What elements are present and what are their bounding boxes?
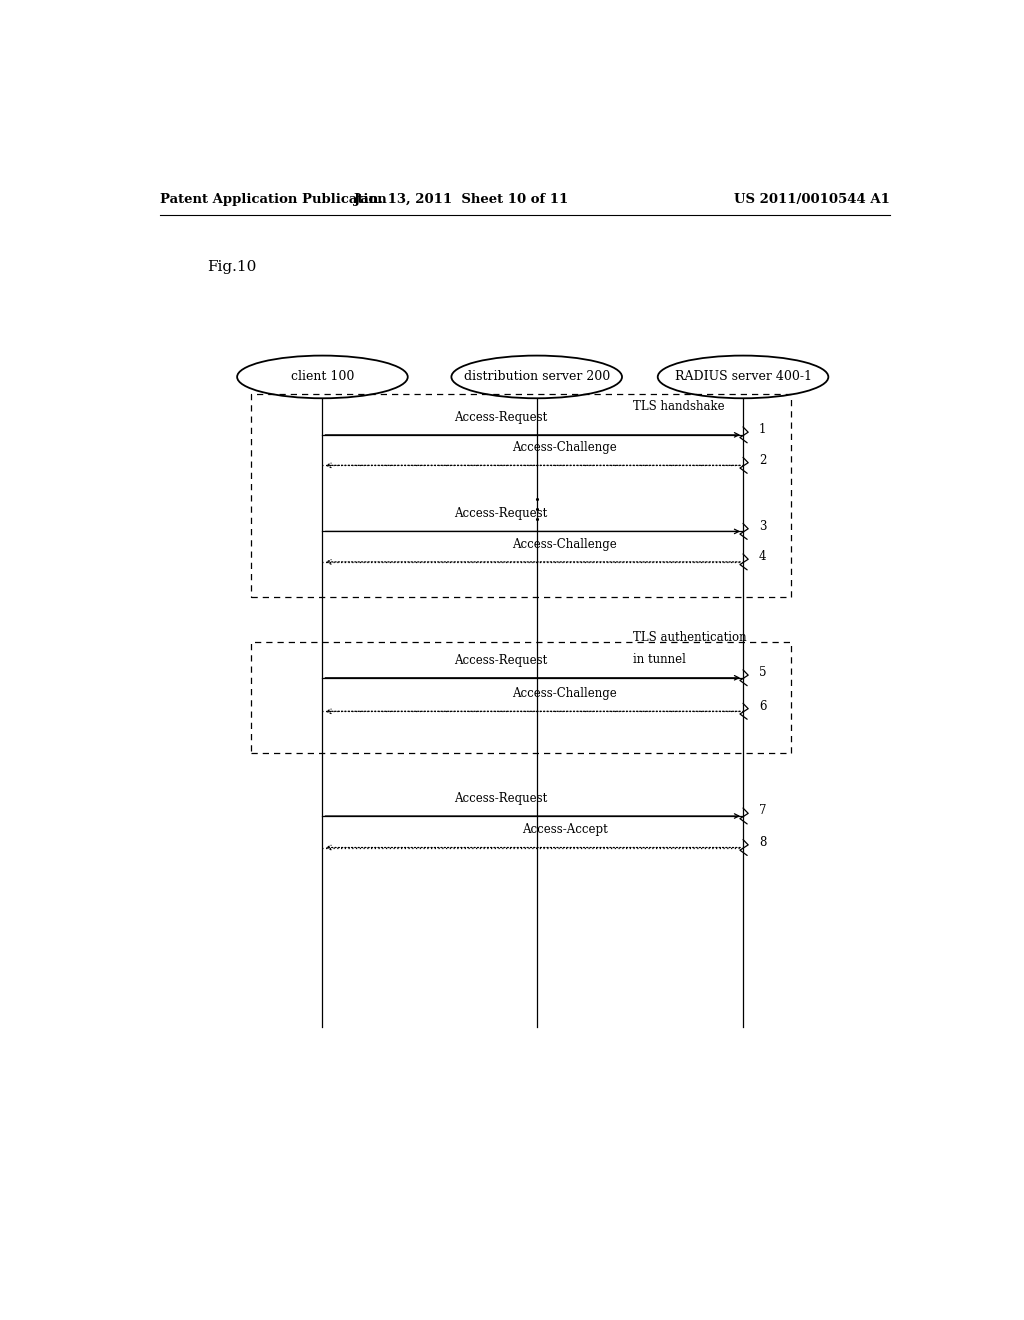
Text: Access-Request: Access-Request xyxy=(455,507,548,520)
Text: Access-Accept: Access-Accept xyxy=(521,824,607,837)
Text: Fig.10: Fig.10 xyxy=(207,260,257,275)
Text: Access-Challenge: Access-Challenge xyxy=(512,537,616,550)
Text: in tunnel: in tunnel xyxy=(633,653,686,667)
Text: client 100: client 100 xyxy=(291,371,354,383)
Text: 1: 1 xyxy=(759,424,766,437)
Text: US 2011/0010544 A1: US 2011/0010544 A1 xyxy=(734,193,890,206)
Text: 2: 2 xyxy=(759,454,766,467)
Text: TLS authentication: TLS authentication xyxy=(633,631,746,644)
Text: 6: 6 xyxy=(759,700,766,713)
Bar xyxy=(251,643,791,752)
Text: 8: 8 xyxy=(759,836,766,849)
Text: Access-Request: Access-Request xyxy=(455,653,548,667)
Text: 4: 4 xyxy=(759,550,766,564)
Text: TLS handshake: TLS handshake xyxy=(633,400,724,413)
Bar xyxy=(251,395,791,598)
Text: Patent Application Publication: Patent Application Publication xyxy=(160,193,386,206)
Text: RADIUS server 400-1: RADIUS server 400-1 xyxy=(675,371,812,383)
Text: Access-Challenge: Access-Challenge xyxy=(512,688,616,700)
Text: Access-Request: Access-Request xyxy=(455,411,548,424)
Text: 3: 3 xyxy=(759,520,766,533)
Text: Jan. 13, 2011  Sheet 10 of 11: Jan. 13, 2011 Sheet 10 of 11 xyxy=(354,193,568,206)
Text: distribution server 200: distribution server 200 xyxy=(464,371,610,383)
Text: Access-Request: Access-Request xyxy=(455,792,548,805)
Text: 7: 7 xyxy=(759,804,766,817)
Text: Access-Challenge: Access-Challenge xyxy=(512,441,616,454)
Text: 5: 5 xyxy=(759,667,766,680)
